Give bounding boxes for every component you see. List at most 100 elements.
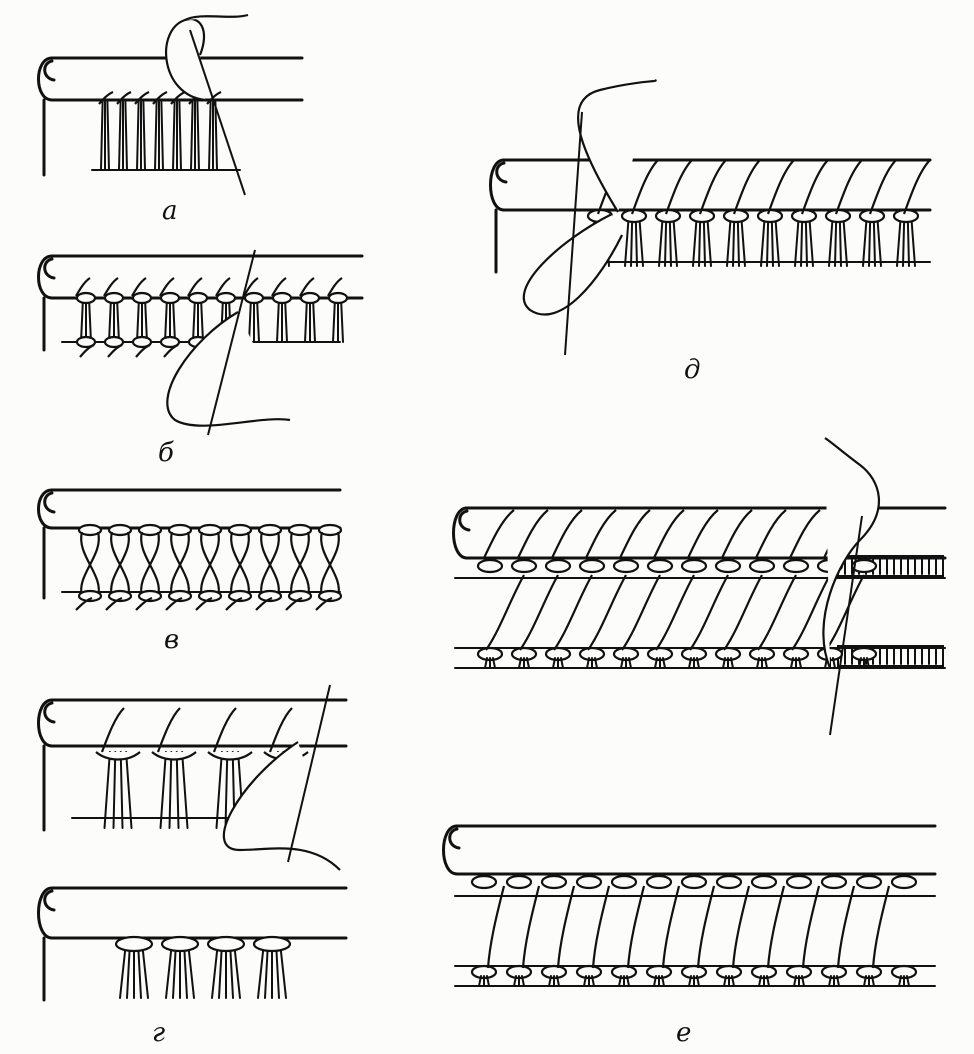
stitch-knot [287, 589, 313, 603]
thread-strand [248, 297, 252, 343]
thread-strand [740, 217, 746, 267]
thread-strand [125, 751, 133, 829]
stitch-knot [103, 335, 125, 349]
thread-strand [276, 297, 280, 343]
panel-label-b: б [158, 438, 174, 468]
panel-label-g: г [152, 1018, 166, 1048]
thread-strand [858, 657, 862, 669]
bundle-wrap [207, 751, 253, 761]
stitch-knot [645, 874, 673, 890]
thread-strand [208, 101, 212, 171]
thread-strand [618, 975, 622, 987]
roll-curl [37, 56, 54, 102]
thread-strand [896, 217, 902, 267]
thread-strand [658, 217, 664, 267]
stitch-knot [75, 335, 97, 349]
stitch-knot [782, 558, 810, 574]
thread-strand [141, 945, 149, 999]
panel-e-top [452, 437, 947, 736]
thread-strand [279, 945, 287, 999]
thread-strand [181, 751, 189, 829]
stitch-knot [159, 335, 181, 349]
wrap-stitch [732, 159, 761, 215]
thread-strand [312, 297, 316, 343]
wrap-stitch [486, 885, 506, 969]
thread-strand [172, 945, 177, 999]
thread-strand [832, 657, 836, 669]
thread-strand [304, 297, 308, 343]
wrap-stitch [271, 277, 287, 297]
long-wrap-stitch [655, 574, 695, 651]
thread-strand [159, 751, 167, 829]
thread-strand [118, 101, 122, 171]
thread-strand [662, 657, 666, 669]
thread-strand [664, 217, 668, 267]
crossed-strand [260, 531, 280, 597]
roll-curl-inner [43, 889, 56, 912]
thread-strand [275, 945, 280, 999]
stitch-knot [167, 589, 193, 603]
thread-strand [192, 297, 196, 343]
working-thread-loop [522, 213, 623, 316]
thread-strand [106, 101, 110, 171]
thread-strand [144, 297, 148, 343]
thread-strand [80, 297, 84, 343]
stitch-knot [715, 874, 743, 890]
wrap-stitch [75, 277, 91, 297]
thread-strand [838, 217, 842, 267]
stitch-knot [750, 874, 778, 890]
panel-v [37, 488, 343, 611]
thread-strand [257, 945, 265, 999]
stitch-knot [892, 208, 920, 224]
thread-strand [722, 657, 726, 669]
wrap-stitch [517, 509, 549, 559]
thread-strand [137, 945, 142, 999]
thread-strand [583, 975, 587, 987]
thread-strand [866, 657, 870, 669]
wrap-stitch [755, 509, 787, 559]
thread-strand [119, 751, 124, 829]
thread-strand [178, 101, 182, 171]
wrap-stitch [75, 596, 93, 611]
roll-curl-inner [448, 827, 461, 850]
roll-curl-inner [43, 257, 56, 280]
wrap-stitch [134, 90, 150, 105]
thread-strand [672, 217, 678, 267]
thread-strand [486, 975, 490, 987]
wrap-stitch [103, 277, 119, 297]
wrap-stitch [285, 596, 303, 611]
wrap-stitch [268, 707, 293, 753]
thread-strand [794, 217, 800, 267]
thread-strand [196, 101, 200, 171]
wrap-stitch [834, 159, 863, 215]
thread-strand [842, 217, 848, 267]
stitch-knot [77, 589, 103, 603]
wrap-stitch [731, 885, 751, 969]
stitch-knot [197, 523, 223, 537]
roll-curl [37, 698, 54, 748]
needle-icon [287, 684, 331, 863]
crossed-strand [200, 531, 220, 597]
thread-strand [764, 657, 768, 669]
thread-strand [868, 217, 872, 267]
thread-strand [800, 217, 804, 267]
stitch-knot [271, 291, 293, 305]
wrap-stitch [159, 277, 175, 297]
wrap-stitch [585, 509, 617, 559]
thread-strand [688, 657, 692, 669]
long-wrap-stitch [825, 574, 865, 651]
thread-strand [828, 217, 834, 267]
stitch-knot [654, 208, 682, 224]
thread-strand [229, 945, 234, 999]
crossed-strand [320, 531, 340, 597]
thread-strand [692, 217, 698, 267]
thread-strand [696, 975, 700, 987]
crossed-strand [140, 531, 160, 597]
long-wrap-stitch [757, 574, 797, 651]
long-wrap-stitch [553, 574, 593, 651]
thread-strand [215, 751, 223, 829]
wrap-stitch [165, 596, 183, 611]
wrap-stitch [653, 509, 685, 559]
thread-strand [898, 975, 902, 987]
